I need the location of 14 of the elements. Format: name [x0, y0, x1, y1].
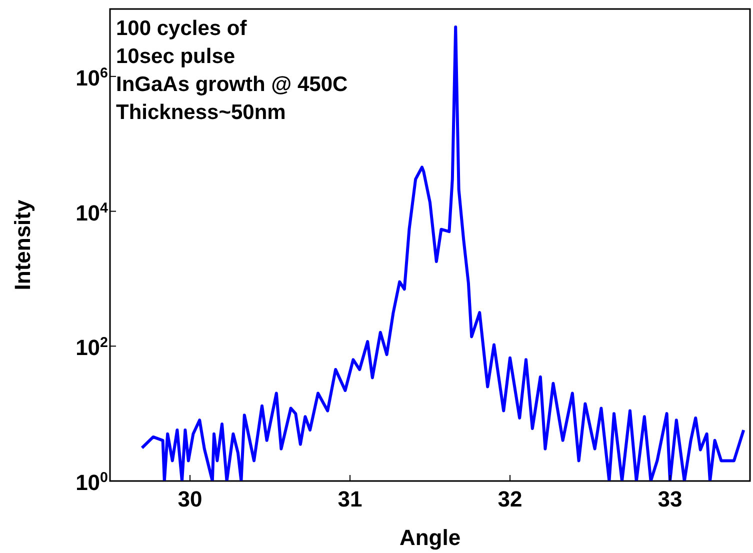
annotation: Thickness~50nm — [116, 101, 286, 124]
x-axis-title: Angle — [399, 525, 461, 550]
x-tick-label: 33 — [658, 486, 682, 512]
y-tick-label: 10$^{0}$ — [76, 470, 108, 495]
annotation: InGaAs growth @ 450C — [116, 73, 348, 96]
annotation: 100 cycles of — [116, 17, 248, 40]
y-tick-label: 10$^{4}$ — [76, 200, 108, 226]
y-tick-label: 10$^{2}$ — [76, 335, 108, 360]
y-tick-label: 10$^{6}$ — [76, 65, 108, 90]
x-tick-label: 31 — [338, 486, 362, 512]
annotation: 10sec pulse — [116, 45, 236, 68]
x-tick-label: 32 — [498, 486, 522, 512]
y-axis-title: Intensity — [10, 199, 35, 290]
x-tick-label: 30 — [178, 486, 202, 512]
